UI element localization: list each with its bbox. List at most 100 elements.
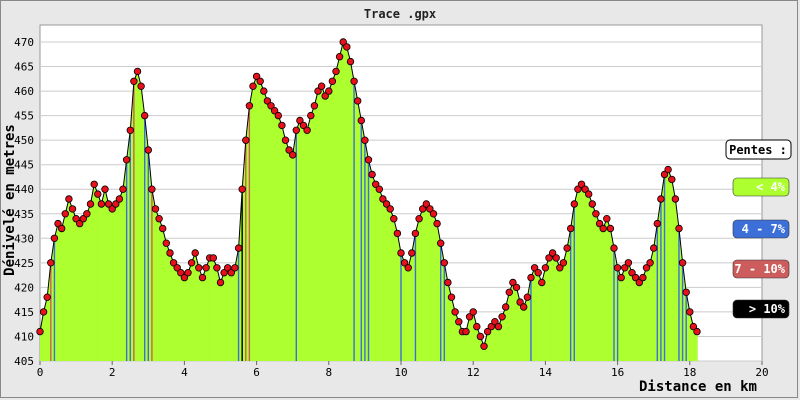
data-point — [386, 205, 394, 213]
data-point — [166, 249, 174, 257]
data-point — [310, 102, 319, 110]
data-point — [415, 214, 423, 223]
data-point — [249, 82, 257, 90]
data-point — [144, 146, 152, 154]
data-point — [538, 278, 546, 287]
data-point — [509, 278, 517, 287]
data-point — [184, 269, 192, 277]
x-tick-label: 18 — [683, 366, 696, 379]
data-point — [527, 273, 535, 282]
data-point — [209, 254, 217, 262]
data-point — [646, 259, 654, 267]
data-point — [245, 102, 254, 110]
y-tick-label: 405 — [14, 355, 34, 368]
data-point — [577, 180, 586, 188]
data-point — [668, 175, 676, 184]
data-point — [119, 185, 127, 193]
data-point — [628, 269, 636, 277]
data-point — [592, 210, 600, 218]
data-point — [516, 298, 524, 306]
legend-swatch — [732, 177, 790, 197]
data-point — [75, 219, 84, 228]
data-point — [559, 259, 568, 267]
x-tick-label: 4 — [181, 366, 188, 379]
data-point — [126, 126, 134, 134]
data-point — [112, 200, 120, 208]
data-point — [487, 322, 495, 331]
data-point — [473, 322, 481, 331]
legend-label: > 10% — [749, 302, 786, 316]
data-point — [397, 249, 405, 257]
data-point — [642, 264, 651, 272]
x-axis-label: Distance en km — [639, 379, 757, 395]
data-point — [36, 327, 44, 336]
x-tick-label: 20 — [755, 366, 768, 379]
data-point — [274, 111, 282, 120]
data-point — [570, 200, 578, 208]
data-point — [58, 224, 66, 233]
axis-ticks: 4054104154204254304354404454504554604654… — [14, 36, 769, 379]
data-point — [364, 156, 373, 164]
data-point — [148, 185, 156, 193]
data-point — [429, 210, 438, 218]
data-point — [639, 273, 647, 282]
data-point — [328, 77, 337, 85]
data-point — [252, 72, 261, 81]
y-tick-label: 455 — [14, 110, 34, 123]
data-point — [180, 273, 189, 282]
data-point — [292, 126, 300, 134]
y-tick-label: 450 — [14, 134, 34, 147]
data-point — [635, 278, 643, 287]
data-point — [491, 318, 499, 326]
data-point — [122, 156, 131, 164]
data-point — [94, 190, 102, 198]
data-point — [79, 214, 87, 223]
data-point — [390, 214, 398, 223]
data-point — [480, 342, 488, 350]
data-point — [606, 224, 615, 233]
data-point — [104, 200, 113, 208]
y-tick-label: 445 — [14, 159, 34, 172]
data-point — [346, 57, 355, 66]
data-point — [617, 273, 625, 282]
data-point — [372, 180, 380, 188]
data-point — [534, 269, 542, 277]
data-point — [317, 82, 326, 90]
data-point — [177, 269, 185, 277]
data-point — [567, 224, 575, 233]
profile-markers — [36, 38, 701, 350]
data-point — [130, 77, 138, 85]
data-point — [556, 264, 564, 272]
data-point — [39, 308, 48, 316]
y-axis-label: Dénivelé en metres — [2, 124, 18, 276]
data-point — [133, 67, 142, 76]
data-point — [169, 259, 178, 267]
data-point — [343, 43, 351, 51]
x-tick-label: 6 — [253, 366, 260, 379]
data-point — [552, 254, 560, 262]
data-point — [440, 259, 448, 267]
legend-title-box — [725, 139, 792, 160]
data-point — [408, 249, 416, 257]
legend: Pentes : < 4% 4 - 7% 7 - 10% > 10% — [725, 139, 792, 319]
data-point — [563, 244, 571, 252]
data-point — [267, 102, 275, 110]
data-point — [90, 180, 98, 188]
data-point — [444, 278, 452, 287]
data-point — [502, 303, 510, 311]
data-point — [47, 259, 55, 267]
x-tick-label: 0 — [37, 366, 44, 379]
x-tick-label: 12 — [467, 366, 480, 379]
data-point — [660, 170, 669, 179]
data-point — [68, 205, 77, 213]
x-tick-label: 2 — [109, 366, 116, 379]
data-point — [65, 195, 73, 203]
data-point — [548, 249, 557, 257]
data-point — [108, 205, 116, 213]
data-point — [671, 195, 680, 203]
data-point — [242, 136, 250, 144]
data-point — [220, 269, 228, 277]
data-point — [285, 146, 293, 154]
data-point — [693, 327, 701, 336]
